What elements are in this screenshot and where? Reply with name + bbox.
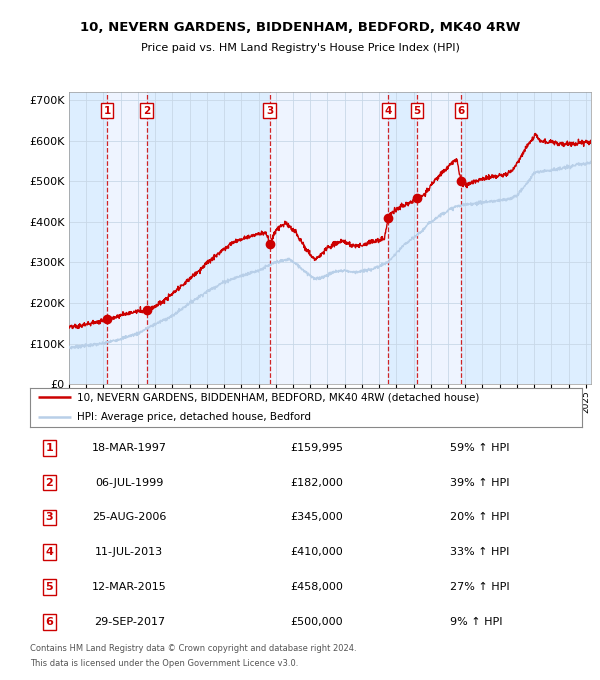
Text: £500,000: £500,000 [291, 617, 343, 627]
Text: 5: 5 [46, 582, 53, 592]
Text: 20% ↑ HPI: 20% ↑ HPI [449, 513, 509, 522]
Text: This data is licensed under the Open Government Licence v3.0.: This data is licensed under the Open Gov… [30, 659, 298, 668]
Text: Price paid vs. HM Land Registry's House Price Index (HPI): Price paid vs. HM Land Registry's House … [140, 43, 460, 52]
Bar [388, 92, 417, 384]
Text: 10, NEVERN GARDENS, BIDDENHAM, BEDFORD, MK40 4RW: 10, NEVERN GARDENS, BIDDENHAM, BEDFORD, … [80, 20, 520, 34]
Text: Contains HM Land Registry data © Crown copyright and database right 2024.: Contains HM Land Registry data © Crown c… [30, 644, 356, 653]
Text: 33% ↑ HPI: 33% ↑ HPI [449, 547, 509, 557]
Text: 2: 2 [143, 106, 151, 116]
Text: 4: 4 [385, 106, 392, 116]
Text: 9% ↑ HPI: 9% ↑ HPI [449, 617, 502, 627]
Bar [461, 92, 591, 384]
Bar [107, 92, 146, 384]
Bar [270, 92, 388, 384]
Text: 3: 3 [266, 106, 274, 116]
Text: 59% ↑ HPI: 59% ↑ HPI [449, 443, 509, 453]
Text: 3: 3 [46, 513, 53, 522]
Text: £345,000: £345,000 [290, 513, 343, 522]
Text: 1: 1 [46, 443, 53, 453]
Text: 11-JUL-2013: 11-JUL-2013 [95, 547, 163, 557]
Text: 6: 6 [457, 106, 464, 116]
Text: 2: 2 [46, 477, 53, 488]
Text: 06-JUL-1999: 06-JUL-1999 [95, 477, 164, 488]
Text: 18-MAR-1997: 18-MAR-1997 [92, 443, 167, 453]
Text: 12-MAR-2015: 12-MAR-2015 [92, 582, 167, 592]
Text: £159,995: £159,995 [290, 443, 344, 453]
Bar [417, 92, 461, 384]
Bar [69, 92, 107, 384]
Text: 5: 5 [413, 106, 421, 116]
Text: 1: 1 [103, 106, 110, 116]
Text: 39% ↑ HPI: 39% ↑ HPI [449, 477, 509, 488]
Text: 6: 6 [46, 617, 53, 627]
Text: 10, NEVERN GARDENS, BIDDENHAM, BEDFORD, MK40 4RW (detached house): 10, NEVERN GARDENS, BIDDENHAM, BEDFORD, … [77, 392, 479, 403]
Text: 27% ↑ HPI: 27% ↑ HPI [449, 582, 509, 592]
Text: 4: 4 [46, 547, 53, 557]
Text: HPI: Average price, detached house, Bedford: HPI: Average price, detached house, Bedf… [77, 412, 311, 422]
Text: £182,000: £182,000 [290, 477, 343, 488]
Text: 29-SEP-2017: 29-SEP-2017 [94, 617, 165, 627]
Text: £410,000: £410,000 [290, 547, 343, 557]
Text: 25-AUG-2006: 25-AUG-2006 [92, 513, 167, 522]
Bar [146, 92, 270, 384]
Text: £458,000: £458,000 [290, 582, 343, 592]
